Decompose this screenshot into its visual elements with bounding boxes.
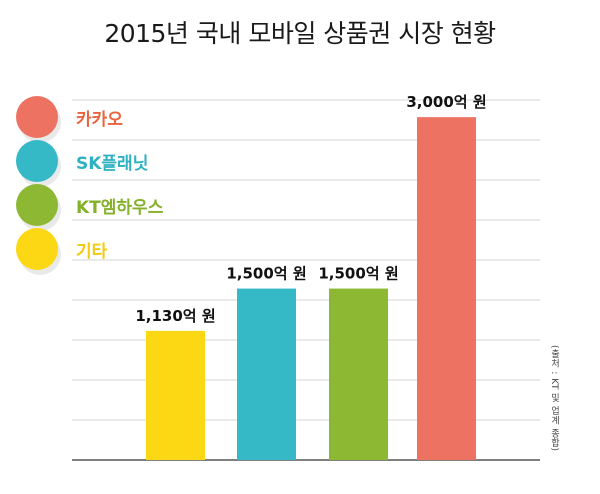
legend-swatch-kt-mhows	[16, 184, 61, 231]
bar-4	[417, 117, 476, 461]
legend-swatch-other	[16, 228, 61, 275]
chart-title: 2015년 국내 모바일 상품권 시장 현황	[104, 19, 496, 48]
source-note: (출처 : KT 및 업계 종합)	[549, 345, 559, 452]
bar-value-label-3: 1,500억 원	[318, 265, 398, 283]
bar-value-label-1: 1,130억 원	[135, 307, 215, 325]
legend-item-sk-planet: SK플래닛	[16, 140, 256, 187]
legend-item-kakao: 카카오	[16, 96, 256, 143]
bar-value-label-2: 1,500억 원	[226, 265, 306, 283]
legend-swatch-sk-planet	[16, 140, 61, 187]
bar-value-label-4: 3,000억 원	[406, 93, 486, 111]
bar-2	[237, 288, 296, 460]
legend-item-kt-mhows: KT엠하우스	[16, 184, 256, 231]
legend-label-kt-mhows: KT엠하우스	[76, 198, 164, 218]
legend: 카카오 SK플래닛 KT엠하우스 기타	[16, 96, 256, 275]
bar-1	[146, 330, 205, 460]
legend-item-other: 기타	[16, 228, 256, 275]
legend-label-sk-planet: SK플래닛	[76, 154, 149, 174]
legend-label-kakao: 카카오	[76, 110, 123, 130]
bar-3	[329, 288, 388, 460]
legend-swatch-kakao	[16, 96, 61, 143]
legend-label-other: 기타	[76, 242, 108, 262]
